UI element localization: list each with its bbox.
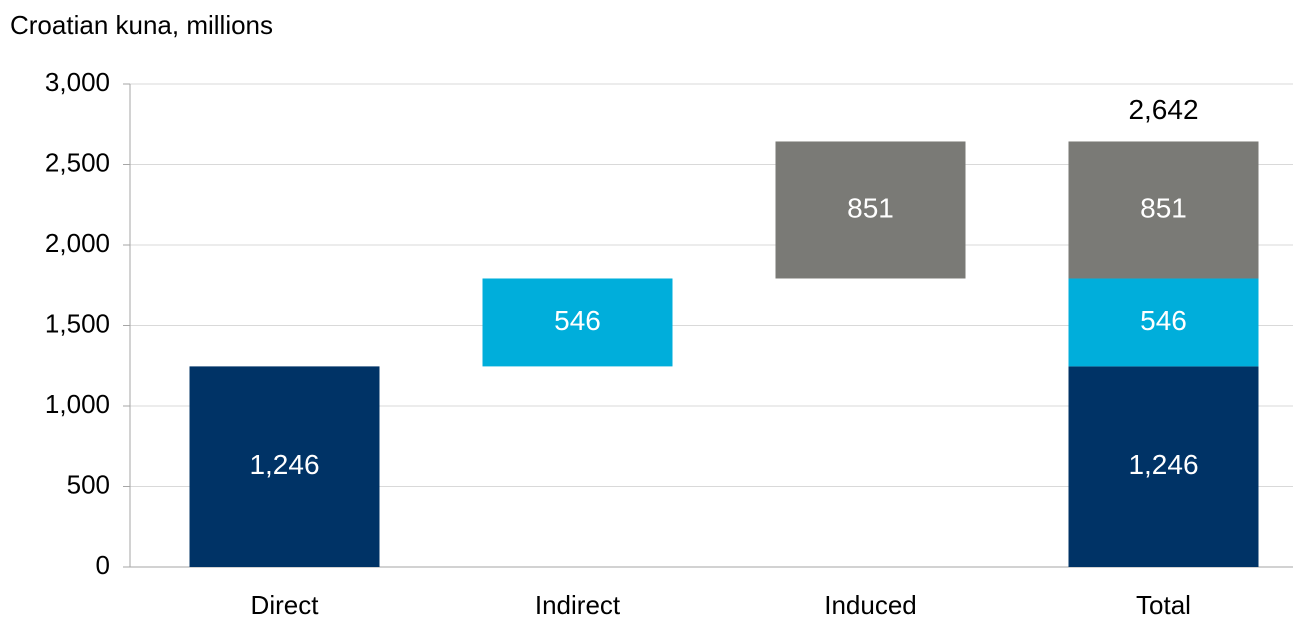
bar: [775, 141, 966, 279]
bar: [482, 278, 673, 367]
bar: [1068, 141, 1259, 279]
data-label: 546: [1140, 305, 1187, 336]
x-tick-label: Total: [1136, 590, 1191, 620]
axis-title: Croatian kuna, millions: [10, 10, 273, 40]
y-tick-label: 2,500: [45, 147, 110, 177]
y-tick-label: 0: [96, 550, 110, 580]
data-label: 851: [847, 192, 894, 223]
data-label: 851: [1140, 192, 1187, 223]
y-tick-label: 3,000: [45, 67, 110, 97]
x-tick-label: Induced: [824, 590, 917, 620]
data-label: 546: [554, 305, 601, 336]
y-tick-label: 2,000: [45, 228, 110, 258]
y-tick-label: 500: [67, 469, 110, 499]
bar: [189, 366, 380, 567]
bar: [1068, 366, 1259, 567]
y-tick-label: 1,000: [45, 389, 110, 419]
y-tick-label: 1,500: [45, 308, 110, 338]
total-label: 2,642: [1128, 94, 1198, 125]
x-tick-label: Indirect: [535, 590, 621, 620]
data-label: 1,246: [249, 449, 319, 480]
bar: [1068, 278, 1259, 367]
x-tick-label: Direct: [251, 590, 320, 620]
data-label: 1,246: [1128, 449, 1198, 480]
